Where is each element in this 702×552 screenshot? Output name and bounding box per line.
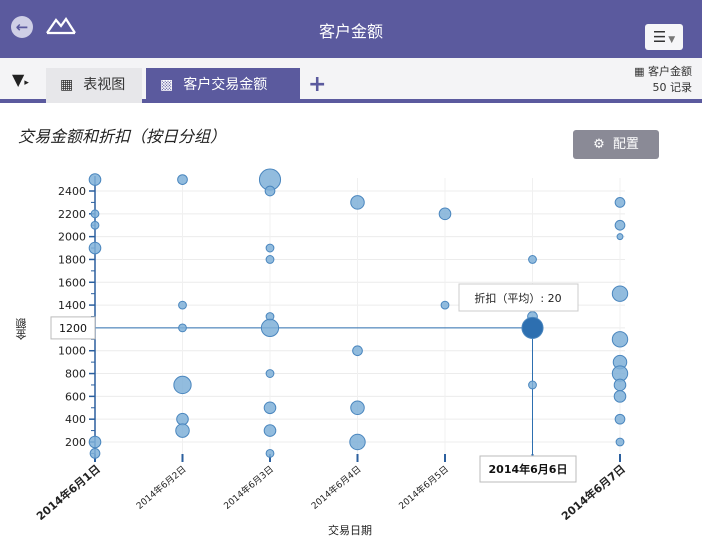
gear-icon: ⚙ bbox=[593, 137, 605, 152]
y-tick-label: 1800 bbox=[58, 253, 86, 266]
data-point bbox=[177, 174, 188, 185]
add-tab-button[interactable]: + bbox=[308, 72, 326, 97]
data-point bbox=[173, 375, 192, 395]
x-tick-label: 2014年6月5日 bbox=[396, 463, 451, 512]
y-tick-label: 2000 bbox=[58, 231, 86, 244]
y-tick-label: 1000 bbox=[58, 345, 86, 358]
data-point bbox=[349, 433, 366, 451]
data-point bbox=[614, 413, 626, 425]
data-point bbox=[614, 219, 626, 231]
data-point bbox=[352, 345, 363, 357]
data-point bbox=[90, 220, 100, 230]
data-point bbox=[521, 316, 544, 339]
data-point bbox=[350, 195, 365, 210]
crosshair-x-label: 2014年6月6日 bbox=[489, 462, 568, 476]
crosshair-x-label-box bbox=[479, 455, 577, 483]
data-point bbox=[176, 412, 189, 426]
filter-icon[interactable]: ▼▸ bbox=[12, 70, 29, 89]
table-grid-icon: ▦ bbox=[634, 65, 645, 78]
data-point bbox=[175, 423, 190, 438]
crosshair-y-label: 1200 bbox=[59, 322, 87, 335]
data-point bbox=[265, 255, 275, 264]
chevron-down-icon: ▼ bbox=[668, 35, 676, 45]
tab-table-view[interactable]: ▦ 表视图 bbox=[46, 68, 142, 103]
y-tick-label: 200 bbox=[65, 436, 86, 449]
data-point bbox=[613, 390, 627, 403]
data-point bbox=[263, 401, 277, 415]
tooltip-box bbox=[458, 283, 579, 312]
data-source-name: 客户金额 bbox=[648, 65, 692, 78]
chart-title: 交易金额和折扣（按日分组） bbox=[18, 127, 227, 146]
x-tick-label: 2014年6月3日 bbox=[221, 463, 276, 512]
tab-customer-transaction-amount[interactable]: ▩ 客户交易金额 bbox=[146, 68, 300, 103]
y-tick-label: 800 bbox=[65, 368, 86, 381]
x-tick-label: 2014年6月1日 bbox=[33, 462, 102, 520]
data-point bbox=[260, 318, 280, 338]
data-point bbox=[613, 378, 627, 392]
table-grid-icon: ▦ bbox=[60, 77, 74, 93]
top-bar: ← 客户金额 ☰ ▼ bbox=[0, 0, 702, 58]
x-axis-label: 交易日期 bbox=[328, 524, 372, 537]
data-point bbox=[178, 300, 187, 310]
data-point bbox=[614, 197, 626, 208]
data-point bbox=[611, 331, 629, 348]
data-point bbox=[89, 448, 101, 459]
plus-icon: + bbox=[308, 72, 327, 97]
data-point bbox=[88, 241, 102, 255]
y-tick-label: 1600 bbox=[58, 276, 86, 289]
y-tick-label: 2200 bbox=[58, 208, 86, 221]
data-point bbox=[264, 185, 276, 197]
mountain-logo-icon[interactable] bbox=[46, 14, 76, 36]
data-point bbox=[616, 233, 624, 241]
data-point bbox=[263, 424, 277, 437]
data-source-info: ▦ 客户金额 50 记录 bbox=[634, 64, 692, 96]
x-tick-label: 2014年6月2日 bbox=[134, 463, 189, 512]
data-point bbox=[611, 285, 629, 302]
data-point bbox=[178, 323, 187, 333]
data-point bbox=[615, 437, 625, 447]
data-point bbox=[265, 369, 275, 378]
y-tick-label: 600 bbox=[65, 390, 86, 403]
data-point bbox=[88, 173, 102, 186]
crosshair-y-label-box bbox=[50, 316, 96, 340]
y-tick-label: 400 bbox=[65, 413, 86, 426]
tab-bar: ▼▸ ▦ 表视图 ▩ 客户交易金额 + ▦ 客户金额 50 记录 bbox=[0, 58, 702, 103]
tooltip-text: 折扣（平均）: 20 bbox=[474, 291, 561, 305]
y-axis-label: 金额 bbox=[15, 318, 28, 340]
y-tick-label: 2400 bbox=[58, 185, 86, 198]
scatter-chart: 200 400 600 800 1000 1400 1600 1800 2000 2200 2400… bbox=[33, 168, 629, 520]
tab-label: 客户交易金额 bbox=[183, 77, 268, 93]
data-point bbox=[528, 380, 537, 390]
data-point bbox=[350, 400, 365, 416]
data-point bbox=[88, 435, 102, 449]
chart-icon: ▩ bbox=[160, 77, 174, 93]
config-button[interactable]: ⚙ 配置 bbox=[573, 130, 659, 159]
data-point bbox=[528, 255, 537, 264]
data-point bbox=[265, 449, 275, 458]
tab-label: 表视图 bbox=[83, 77, 126, 93]
data-point bbox=[265, 243, 275, 253]
page-title: 客户金额 bbox=[318, 22, 383, 41]
back-arrow-icon[interactable]: ← bbox=[11, 16, 33, 38]
x-tick-label: 2014年6月4日 bbox=[309, 463, 364, 512]
hamburger-menu-icon: ☰ bbox=[652, 28, 667, 46]
data-point bbox=[440, 300, 450, 310]
data-point bbox=[90, 209, 100, 219]
hamburger-menu-button[interactable]: ☰ ▼ bbox=[645, 24, 683, 50]
config-label: 配置 bbox=[612, 137, 639, 152]
record-count: 50 记录 bbox=[652, 81, 693, 94]
y-tick-label: 1400 bbox=[58, 299, 86, 312]
data-point bbox=[438, 207, 452, 221]
